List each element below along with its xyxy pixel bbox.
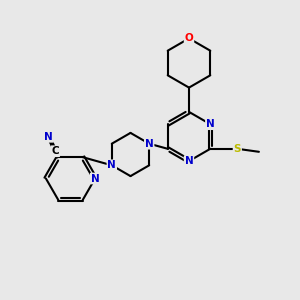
Text: O: O [184,33,194,43]
Text: N: N [184,156,194,166]
Text: N: N [44,132,53,142]
Text: N: N [91,173,100,184]
Text: N: N [107,160,116,170]
Text: C: C [52,146,59,156]
Text: N: N [206,119,215,129]
Text: S: S [234,144,241,154]
Text: N: N [145,139,154,149]
